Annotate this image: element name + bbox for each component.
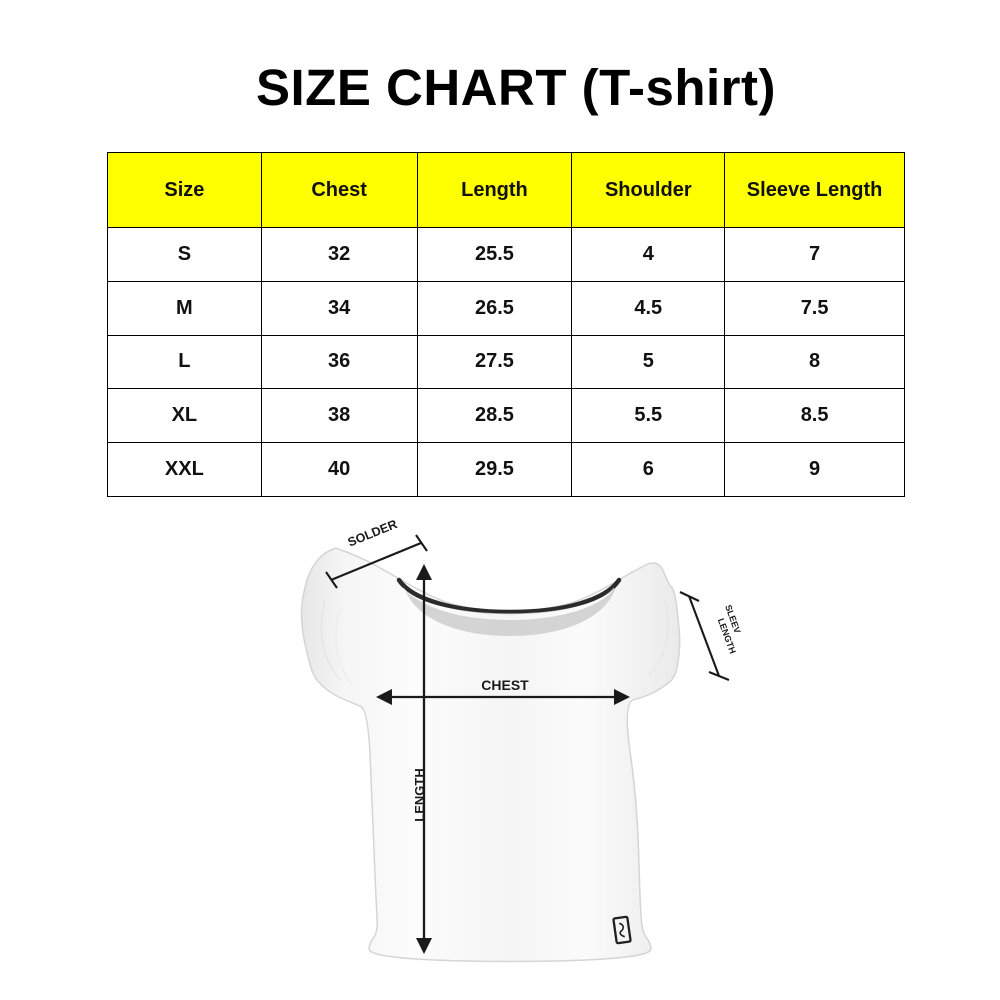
svg-text:LENGTH: LENGTH [412,768,427,821]
svg-text:SOLDER: SOLDER [346,517,400,549]
svg-text:CHEST: CHEST [481,677,529,693]
